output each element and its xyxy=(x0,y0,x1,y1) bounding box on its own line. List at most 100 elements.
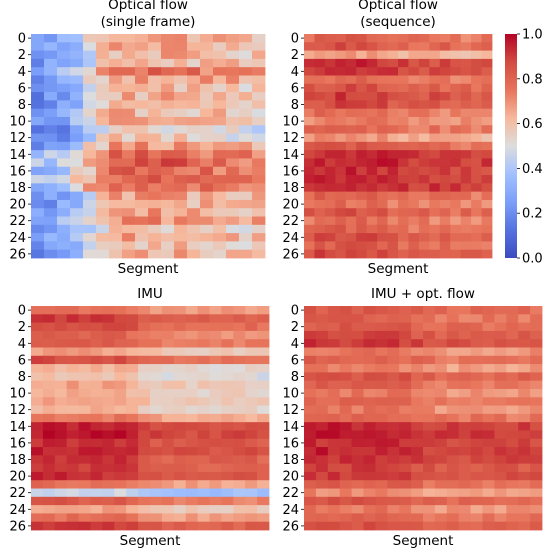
heatmap-cell xyxy=(185,347,198,357)
heatmap-cell xyxy=(102,455,115,465)
heatmap-cell xyxy=(44,241,58,251)
heatmap-cell xyxy=(399,364,412,373)
heatmap-cell xyxy=(363,314,376,323)
heatmap-cell xyxy=(122,166,136,176)
heatmap-cell xyxy=(399,347,412,357)
heatmap-cell xyxy=(122,249,136,259)
heatmap-cell xyxy=(345,191,357,201)
heatmap-cell xyxy=(408,83,420,93)
heatmap-cell xyxy=(482,471,495,481)
heatmap-cell xyxy=(518,413,531,423)
heatmap-cell xyxy=(387,438,400,448)
heatmap-cell xyxy=(304,405,317,415)
heatmap-cell xyxy=(31,447,44,456)
heatmap-cell xyxy=(387,100,399,110)
heatmap-cell xyxy=(387,116,399,126)
heatmap-cell xyxy=(126,314,139,323)
heatmap-cell xyxy=(148,233,162,242)
heatmap-cell xyxy=(434,388,448,398)
heatmap-cell xyxy=(31,488,44,498)
heatmap-cell xyxy=(161,447,175,456)
heatmap-cell xyxy=(335,141,347,151)
heatmap-cell xyxy=(245,463,258,473)
heatmap-cell xyxy=(482,496,495,506)
heatmap-cell xyxy=(314,233,326,242)
heatmap-cell xyxy=(102,355,115,365)
heatmap-cell xyxy=(345,75,357,85)
heatmap-cell xyxy=(42,314,56,323)
heatmap-cell xyxy=(470,455,483,465)
heatmap-cell xyxy=(315,471,329,481)
heatmap-cell xyxy=(339,413,352,423)
heatmap-cell xyxy=(387,58,399,68)
heatmap-cell xyxy=(363,521,376,531)
heatmap-cell xyxy=(174,199,188,209)
heatmap-cell xyxy=(335,183,347,193)
heatmap-cell xyxy=(339,430,352,440)
heatmap-cell xyxy=(257,438,270,448)
heatmap-panel: Optical flow(single frame)02468101214161… xyxy=(9,0,266,277)
heatmap-cell xyxy=(102,447,115,456)
heatmap-cell xyxy=(446,471,460,481)
heatmap-cell xyxy=(399,480,412,489)
heatmap-cell xyxy=(423,397,436,406)
heatmap-cell xyxy=(221,413,234,423)
heatmap-cell xyxy=(66,322,79,332)
heatmap-cell xyxy=(377,116,388,126)
heatmap-cell xyxy=(213,241,227,251)
heatmap-cell xyxy=(114,488,127,498)
heatmap-cell xyxy=(481,58,493,68)
heatmap-cell xyxy=(70,150,84,159)
heatmap-cell xyxy=(31,306,44,315)
heatmap-cell xyxy=(439,150,451,159)
heatmap-cell xyxy=(387,397,400,406)
y-tick-label: 20 xyxy=(9,470,26,485)
heatmap-cell xyxy=(356,133,368,143)
heatmap-cell xyxy=(460,100,472,110)
heatmap-cell xyxy=(174,183,188,193)
heatmap-cell xyxy=(221,422,234,431)
heatmap-cell xyxy=(209,521,222,531)
y-tick-label: 0 xyxy=(18,304,26,319)
heatmap-cell xyxy=(114,388,127,398)
heatmap-cell xyxy=(458,330,471,340)
heatmap-cell xyxy=(450,241,462,251)
heatmap-cell xyxy=(356,50,368,60)
heatmap-cell xyxy=(42,513,56,523)
heatmap-cell xyxy=(252,75,266,85)
heatmap-cell xyxy=(429,100,441,110)
heatmap-cell xyxy=(304,347,317,357)
heatmap-cell xyxy=(418,208,430,217)
heatmap-cell xyxy=(126,463,139,473)
heatmap-cell xyxy=(187,158,201,168)
heatmap-cell xyxy=(315,355,329,365)
heatmap-cell xyxy=(482,339,495,348)
heatmap-cell xyxy=(174,141,188,151)
heatmap-cell xyxy=(173,397,187,406)
heatmap-cell xyxy=(70,108,84,118)
heatmap-cell xyxy=(174,116,188,126)
heatmap-cell xyxy=(471,116,482,126)
heatmap-cell xyxy=(377,58,388,68)
heatmap-cell xyxy=(315,388,329,398)
heatmap-cell xyxy=(439,67,451,76)
heatmap-cell xyxy=(257,413,270,423)
heatmap-cell xyxy=(226,150,240,159)
heatmap-cell xyxy=(530,488,543,498)
heatmap-cell xyxy=(213,141,227,151)
heatmap-cell xyxy=(161,471,175,481)
heatmap-cell xyxy=(366,108,378,118)
heatmap-cell xyxy=(446,422,460,431)
heatmap-cell xyxy=(418,233,430,242)
heatmap-cells xyxy=(304,306,543,531)
heatmap-cell xyxy=(471,58,482,68)
heatmap-cell xyxy=(387,166,399,176)
heatmap-cell xyxy=(122,108,136,118)
heatmap-cell xyxy=(482,330,495,340)
heatmap-cell xyxy=(411,322,424,332)
heatmap-cell xyxy=(314,42,326,51)
heatmap-cell xyxy=(377,50,388,60)
heatmap-cell xyxy=(161,306,175,315)
heatmap-cell xyxy=(387,216,399,226)
heatmap-cell xyxy=(339,380,352,390)
